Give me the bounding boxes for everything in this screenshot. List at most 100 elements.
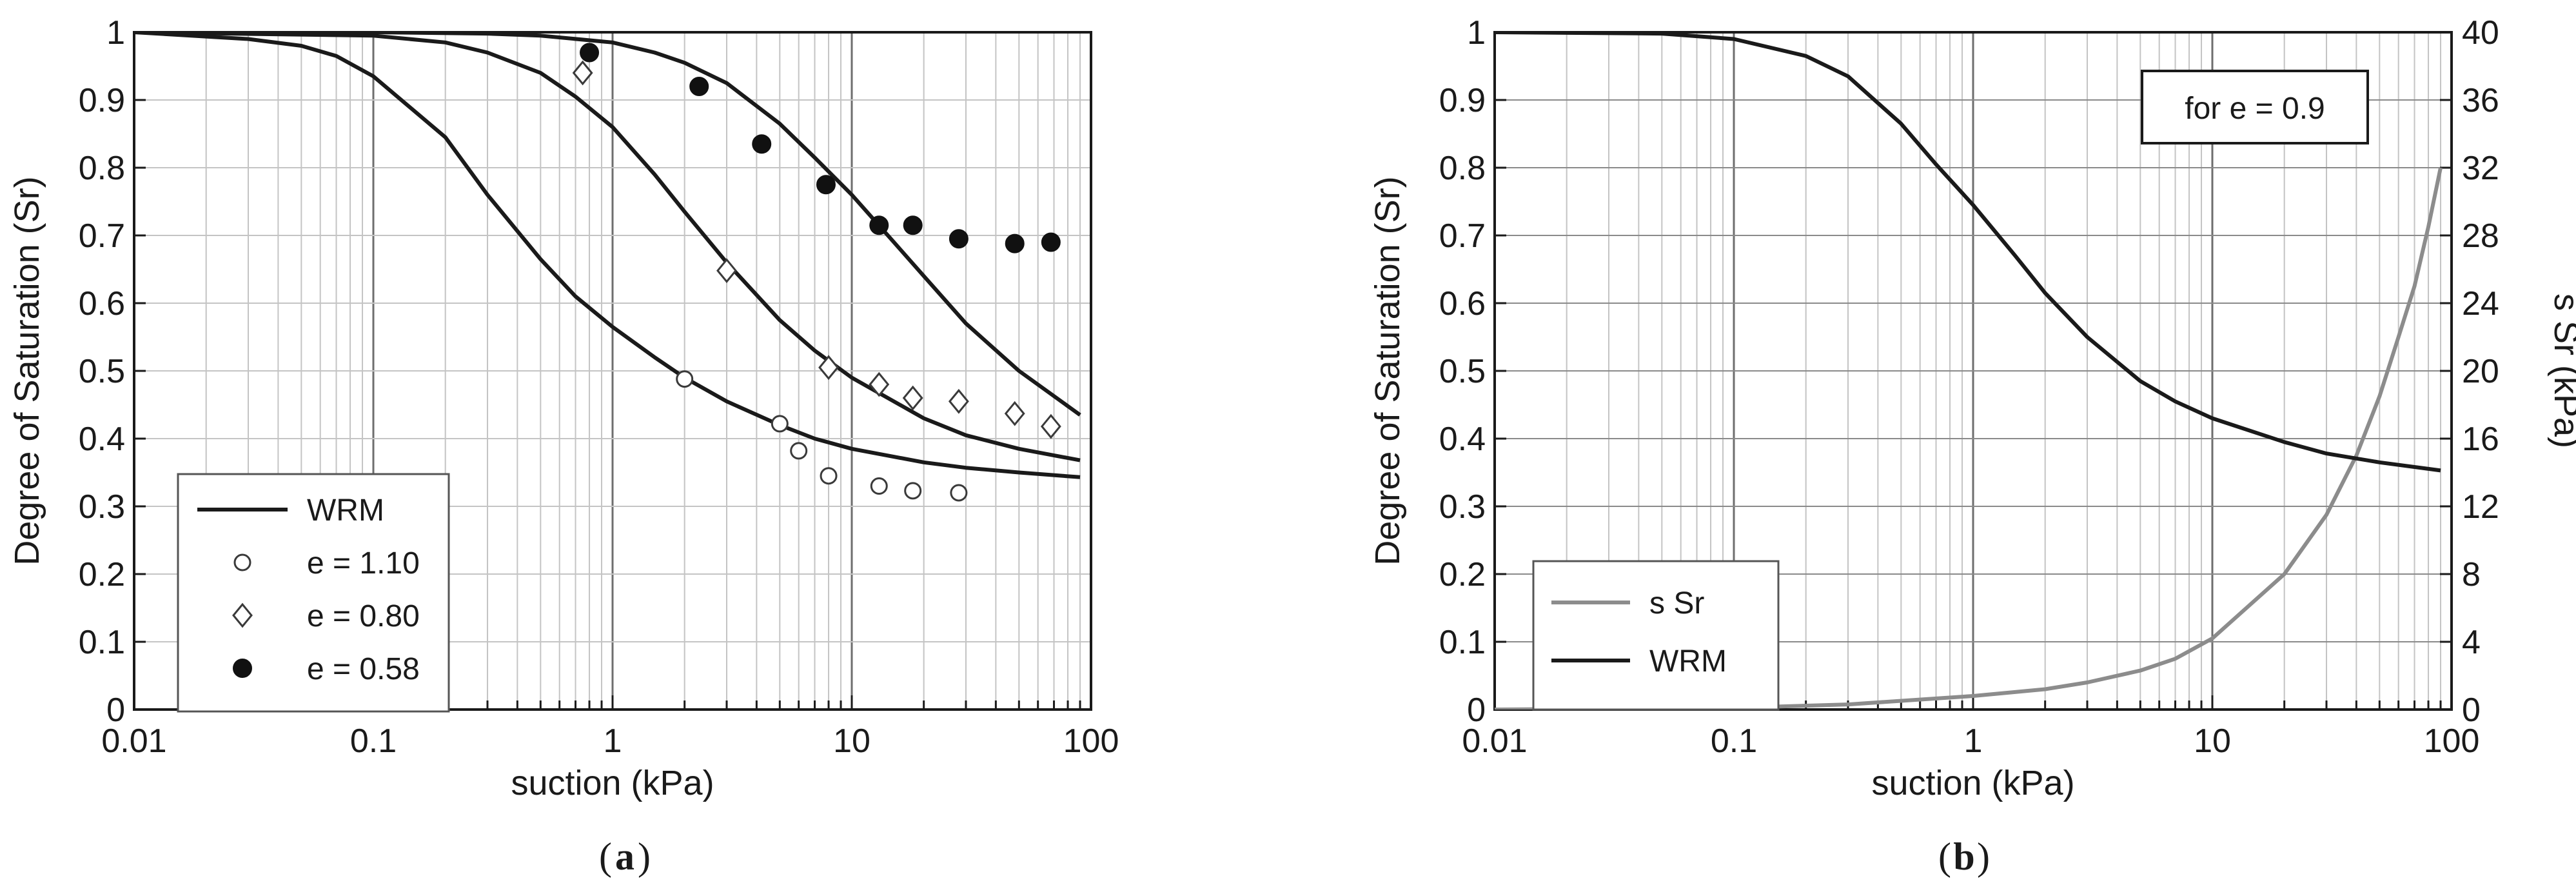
- panel-a-y-tick-label: 0.5: [79, 353, 125, 390]
- panel-a-data-point: [1041, 232, 1061, 252]
- panel-b-x-tick-label: 10: [2194, 722, 2231, 760]
- panel-b-y2-tick-label: 8: [2462, 556, 2481, 593]
- panel-a-data-point: [816, 175, 836, 195]
- panel-a-chart: 0 0.1 0.2 0.3 0.4 0.5 0.6 0.7 0.8 0.9 1 0.01 0.1 1 10 1…: [8, 14, 1119, 802]
- panel-a-data-point: [771, 415, 789, 433]
- panel-b-y-tick-label: 0.3: [1439, 488, 1486, 526]
- panel-b-annotation-text: for e = 0.9: [2185, 92, 2325, 126]
- panel-a-x-tick-label: 100: [1063, 722, 1119, 760]
- panel-a-y-tick-label: 1: [106, 14, 125, 52]
- panel-a-data-point: [1004, 401, 1025, 426]
- panel-b-legend-label: WRM: [1649, 644, 1727, 679]
- panel-b-y-tick-label: 1: [1467, 14, 1486, 52]
- panel-a-legend-label: e = 0.58: [307, 652, 420, 686]
- panel-a-data-point: [869, 372, 890, 397]
- panel-a-data-point: [902, 385, 923, 411]
- panel-a-legend-marker: [233, 659, 252, 678]
- panel-a-data-point: [1040, 413, 1061, 439]
- panel-b-y-tick-label: 0.4: [1439, 421, 1486, 458]
- panel-a-label-close: ): [638, 835, 651, 878]
- panel-a-x-axis-label: suction (kPa): [511, 764, 714, 802]
- panel-a-data-point: [1005, 233, 1025, 253]
- panel-a-series-1: [676, 370, 968, 502]
- panel-a-data-point: [950, 484, 968, 502]
- panel-a-x-tick-label: 0.01: [101, 722, 166, 760]
- panel-b-label-letter: b: [1953, 835, 1974, 878]
- panel-a-legend-label: WRM: [307, 493, 384, 528]
- panel-a-y-axis-label: Degree of Saturation (Sr): [8, 176, 46, 565]
- panel-a-plot-area: [134, 32, 1081, 502]
- panel-a-data-point: [689, 77, 709, 96]
- panel-a-data-point: [572, 60, 593, 86]
- panel-a-y-tick-label: 0.4: [79, 421, 125, 458]
- panel-a-y-tick-label: 0.6: [79, 285, 125, 323]
- panel-a-y-tick-label: 0.3: [79, 488, 125, 526]
- panel-a-data-point: [716, 258, 737, 283]
- panel-b-plot-area: [1495, 32, 2443, 710]
- panel-b-y2-tick-label: 12: [2462, 488, 2499, 526]
- panel-a-label-letter: a: [615, 835, 634, 878]
- panel-a-y-tick-label: 0.2: [79, 556, 125, 593]
- panel-b-x-tick-label: 100: [2424, 722, 2480, 760]
- panel-b-label-open: (: [1938, 835, 1951, 878]
- panel-b-y-tick-label: 0.8: [1439, 150, 1486, 187]
- panel-b-y2-tick-label: 40: [2462, 14, 2499, 52]
- panel-a-data-point: [904, 482, 922, 500]
- panel-b-legend: s Sr WRM: [1532, 560, 1780, 711]
- panel-a-legend-marker: [232, 602, 253, 628]
- panel-b-x-axis-label: suction (kPa): [1871, 764, 2074, 802]
- panel-a-data-point: [818, 355, 839, 381]
- panel-a-data-point: [903, 215, 923, 235]
- panel-a-x-tick-label: 0.1: [350, 722, 397, 760]
- panel-b-y2-tick-label: 24: [2462, 285, 2499, 323]
- panel-a-data-point: [870, 477, 888, 495]
- panel-b-y2-tick-label: 4: [2462, 624, 2481, 661]
- panel-b-y2-tick-label: 36: [2462, 82, 2499, 119]
- panel-a-series-3: [580, 43, 1061, 253]
- panel-a-data-point: [580, 43, 600, 63]
- panel-b-label: ( b ): [1938, 835, 1990, 878]
- panel-b-y-tick-label: 0.5: [1439, 353, 1486, 390]
- panel-b-legend-label: s Sr: [1649, 586, 1704, 621]
- panel-b-y2-tick-label: 16: [2462, 421, 2499, 458]
- panel-a-legend-marker: [233, 553, 251, 571]
- panel-b-y-tick-label: 0.2: [1439, 556, 1486, 593]
- panel-a-label: ( a ): [599, 835, 651, 878]
- panel-a-y-tick-label: 0.8: [79, 150, 125, 187]
- panel-b-y-tick-label: 0.1: [1439, 624, 1486, 661]
- panel-b-x-tick-label: 0.1: [1711, 722, 1757, 760]
- panel-a-data-point: [790, 442, 808, 460]
- panel-b-y2-tick-label: 0: [2462, 691, 2481, 729]
- panel-a-x-tick-label: 10: [833, 722, 870, 760]
- panel-b-label-close: ): [1977, 835, 1990, 878]
- panel-b-y-tick-label: 0.9: [1439, 82, 1486, 119]
- panel-a-plot-frame: [133, 31, 1092, 711]
- panel-b-y2-tick-label: 20: [2462, 353, 2499, 390]
- panel-b-x-tick-label: 1: [1964, 722, 1983, 760]
- panel-a-wrm-curve-2: [134, 32, 1081, 462]
- panel-b-series-line-1: [1495, 167, 2443, 710]
- panel-a-label-open: (: [599, 835, 612, 878]
- panel-b-y-axis-label: Degree of Saturation (Sr): [1368, 176, 1407, 565]
- panel-b-y2-axis-label: s Sr (kPa): [2547, 293, 2576, 448]
- panel-a-data-point: [949, 229, 968, 249]
- panel-a-wrm-curve-3: [134, 32, 1081, 417]
- panel-b-y2-tick-label: 28: [2462, 217, 2499, 255]
- panel-b-y2-tick-label: 32: [2462, 150, 2499, 187]
- panel-a-data-point: [820, 467, 838, 485]
- panel-a-x-tick-label: 1: [604, 722, 622, 760]
- panel-b-chart: 0 0.1 0.2 0.3 0.4 0.5 0.6 0.7 0.8 0.9 1 0.01 0.1 1 10 1…: [1368, 14, 2576, 802]
- panel-b-y-tick-label: 0: [1467, 691, 1486, 729]
- panel-a-y-tick-label: 0.9: [79, 82, 125, 119]
- panel-a-series-2: [572, 60, 1061, 439]
- panel-a-data-point: [948, 388, 969, 414]
- panel-a-y-tick-label: 0: [106, 691, 125, 729]
- panel-b-x-tick-label: 0.01: [1462, 722, 1527, 760]
- panel-a-legend-box: [177, 473, 450, 713]
- panel-b-series-line-2: [1495, 32, 2441, 473]
- panel-a-legend-label: e = 1.10: [307, 546, 420, 581]
- panel-a-data-point: [676, 370, 694, 388]
- panel-a-wrm-curve-1: [134, 32, 1081, 479]
- panel-a-data-point: [869, 215, 889, 235]
